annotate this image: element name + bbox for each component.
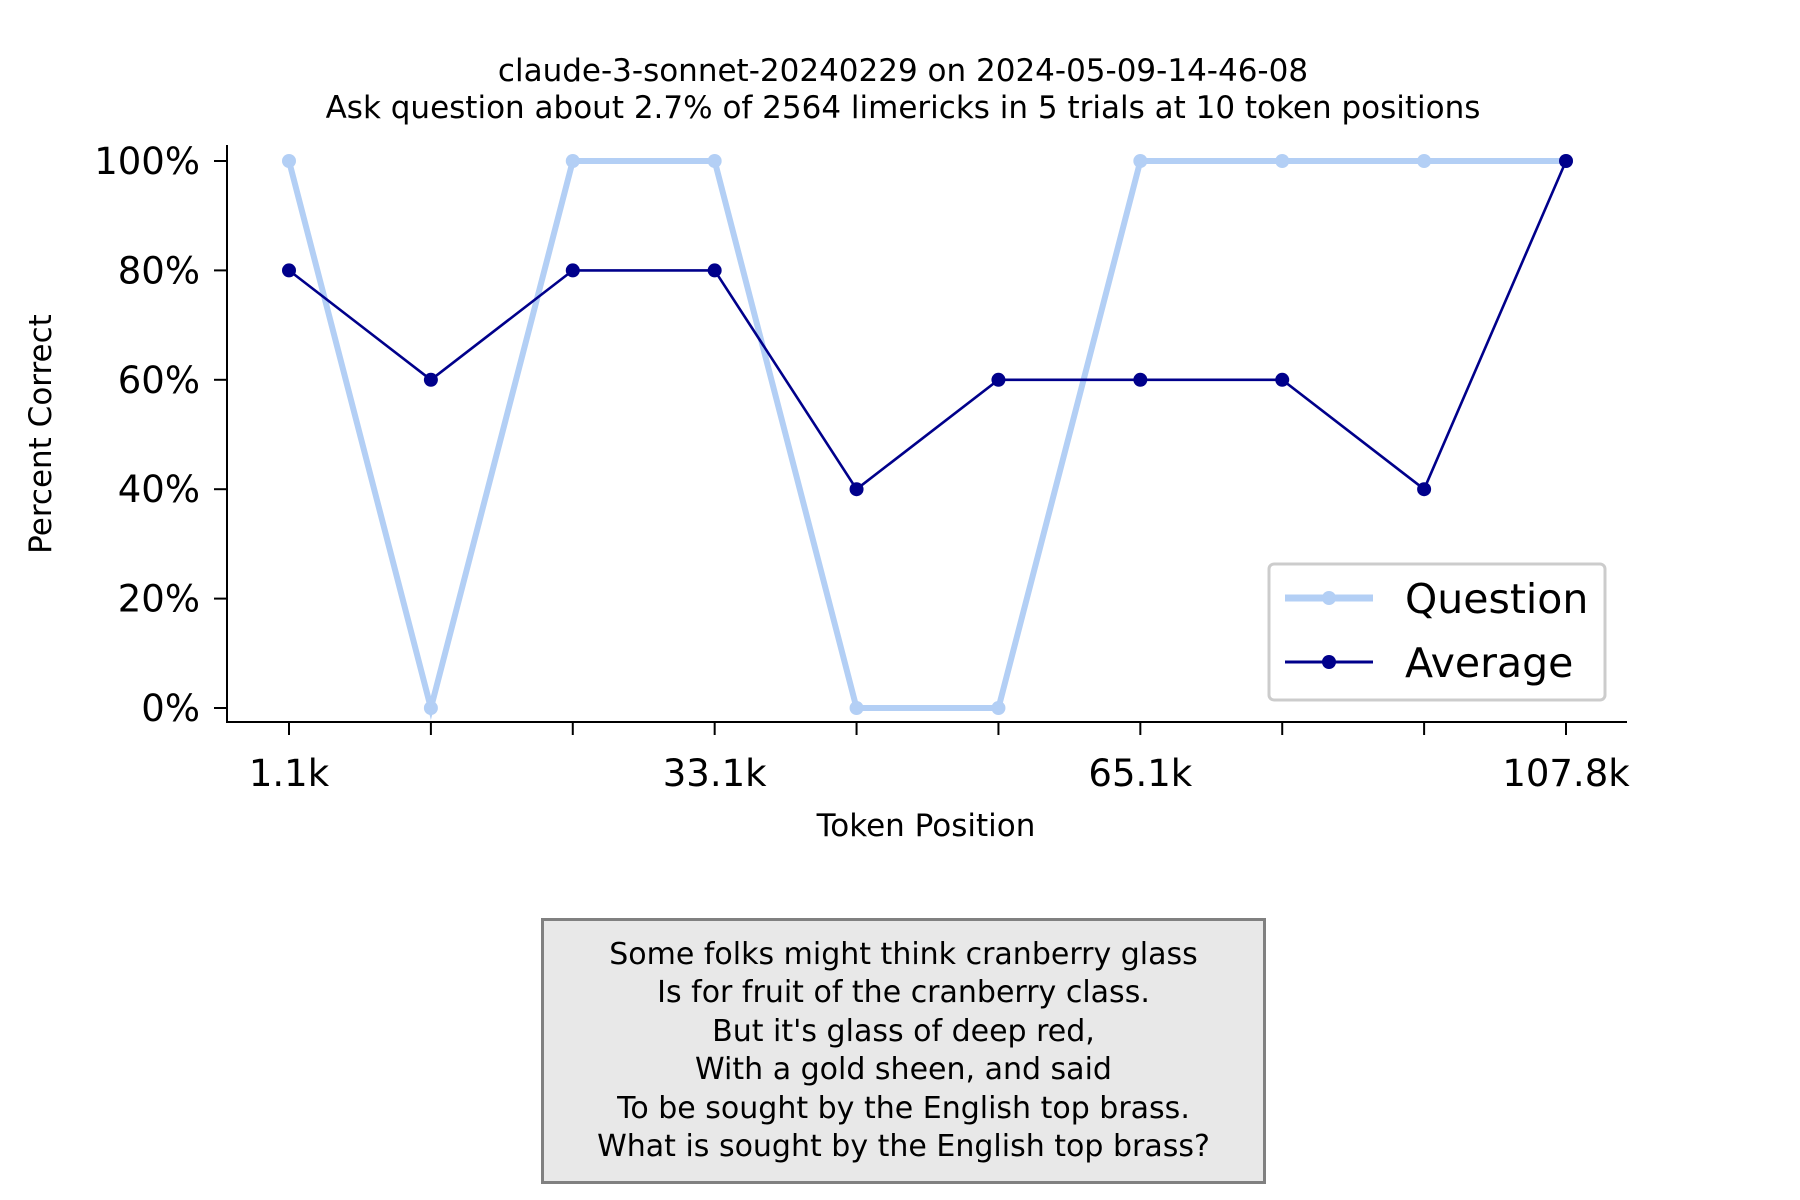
y-tick-label: 40% (118, 468, 200, 511)
y-tick-label: 20% (118, 578, 200, 621)
legend-marker-question (1322, 591, 1336, 605)
data-point-question (423, 701, 438, 715)
limerick-line: What is sought by the English top brass? (597, 1129, 1210, 1164)
data-point-average (1133, 372, 1148, 387)
limerick-line: To be sought by the English top brass. (617, 1090, 1190, 1126)
limerick-line: But it's glass of deep red, (712, 1013, 1095, 1049)
data-point-question (1133, 154, 1148, 168)
chart-title: claude-3-sonnet-20240229 on 2024-05-09-1… (498, 53, 1308, 89)
limerick-line: With a gold sheen, and said (695, 1052, 1112, 1087)
chart-subtitle: Ask question about 2.7% of 2564 limerick… (326, 90, 1481, 126)
data-point-average (423, 372, 438, 387)
limerick-box: Some folks might think cranberry glass I… (541, 918, 1266, 1184)
y-axis-label: Percent Correct (23, 314, 59, 554)
x-axis-label: Token Position (816, 808, 1036, 844)
data-point-question (849, 701, 864, 715)
data-point-question (991, 701, 1006, 715)
data-point-question (1417, 154, 1432, 168)
x-tick-label: 65.1k (1088, 752, 1192, 795)
x-tick-label: 1.1k (249, 752, 330, 795)
data-point-average (1275, 372, 1290, 387)
data-point-average (849, 482, 864, 497)
data-point-question (707, 154, 722, 168)
y-axis: 0% 20% 40% 60% 80% 100% (94, 140, 227, 730)
y-tick-label: 80% (118, 249, 200, 292)
data-point-average (991, 372, 1006, 387)
legend-label-average: Average (1405, 639, 1573, 687)
series-line-question (286, 158, 1566, 720)
series-line-average (288, 160, 1568, 492)
legend: Question Average (1267, 562, 1607, 702)
data-point-average (707, 263, 722, 278)
x-tick-label: 107.8k (1502, 752, 1630, 795)
data-point-average (1559, 154, 1573, 168)
limerick-line: Is for fruit of the cranberry class. (657, 975, 1150, 1010)
data-point-average (1417, 482, 1432, 497)
limerick-line: Some folks might think cranberry glass (609, 936, 1198, 972)
series-layer (282, 154, 1573, 720)
x-axis: 1.1k 33.1k 65.1k 107.8k (249, 722, 1630, 795)
data-point-question (565, 154, 580, 168)
data-point-average (282, 263, 296, 278)
legend-label-question: Question (1405, 575, 1588, 623)
y-tick-label: 60% (118, 359, 200, 402)
data-point-question (282, 154, 296, 168)
data-point-question (1275, 154, 1290, 168)
y-tick-label: 0% (141, 687, 200, 730)
data-point-average (565, 263, 580, 278)
y-tick-label: 100% (94, 140, 200, 183)
x-tick-label: 33.1k (663, 752, 767, 795)
legend-marker-average (1322, 655, 1336, 669)
